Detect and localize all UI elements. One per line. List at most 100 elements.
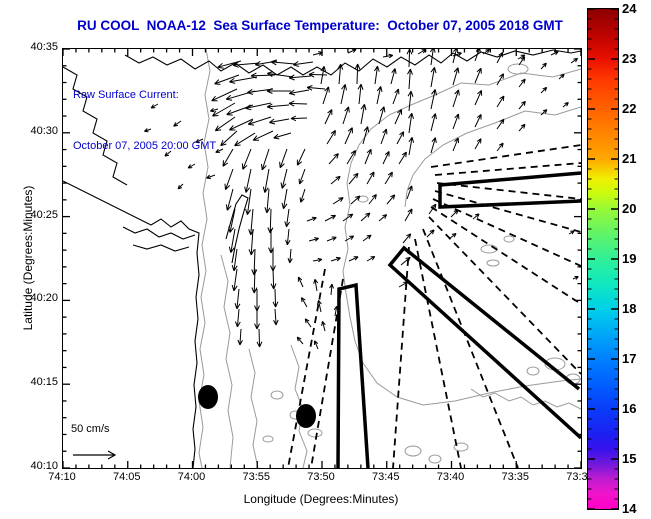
current-vector (268, 229, 274, 254)
bathymetry-loop (357, 195, 369, 203)
current-vector (245, 188, 252, 215)
current-vector (373, 65, 380, 85)
current-vector (540, 86, 548, 94)
current-vector (332, 197, 344, 205)
current-vector (214, 116, 236, 132)
current-vector (326, 129, 336, 145)
bathymetry-loop (507, 63, 529, 75)
bathymetry-loop (453, 442, 469, 452)
current-vector (235, 308, 241, 328)
current-vector (407, 68, 413, 90)
current-vector (313, 340, 319, 350)
colorbar-ticks (588, 8, 618, 510)
current-vector (558, 73, 565, 80)
colorbar-tick-label: 19 (622, 251, 637, 266)
y-tick-label: 40:25 (30, 208, 58, 221)
current-vector (313, 278, 319, 292)
colorbar-tick-label: 22 (622, 101, 637, 116)
current-vector (214, 74, 240, 85)
colorbar-tick-label: 17 (622, 351, 637, 366)
colorbar-tick-label: 15 (622, 451, 637, 466)
current-vector (254, 289, 260, 312)
scale-arrow-label: 50 cm/s (71, 423, 110, 435)
current-vector (452, 49, 459, 64)
current-vector (406, 49, 413, 68)
current-vector (482, 49, 491, 55)
current-vector (252, 130, 274, 141)
current-vector (396, 131, 405, 145)
colorbar-tick-label: 18 (622, 301, 637, 316)
current-vector (322, 86, 330, 105)
current-vector (247, 88, 274, 95)
current-vector (232, 61, 260, 68)
current-vector (312, 257, 323, 263)
current-vector (177, 183, 184, 190)
current-vector (264, 188, 271, 214)
current-vector (450, 209, 459, 218)
bathymetry-contour (404, 106, 581, 208)
current-vector (328, 153, 339, 165)
current-vector (241, 148, 252, 170)
current-vector (144, 128, 152, 133)
current-vector (224, 168, 234, 191)
current-vector (250, 72, 276, 79)
current-vector (281, 188, 288, 209)
current-vector (273, 308, 279, 326)
colorbar-tick-label: 14 (622, 501, 637, 516)
current-vector (408, 137, 415, 156)
y-tick-label: 40:30 (30, 124, 58, 137)
current-vector (472, 213, 480, 220)
current-vector (417, 49, 427, 55)
current-vector (429, 49, 436, 66)
current-vector (360, 104, 367, 125)
map-canvas (63, 49, 581, 468)
x-tick-label: 73:50 (307, 471, 335, 483)
dashed-bearing-line (287, 268, 326, 468)
current-vector (215, 148, 224, 153)
current-vector (324, 214, 336, 222)
current-vector (404, 208, 413, 222)
track-outline (387, 245, 581, 440)
current-vector (354, 63, 361, 85)
current-vector (262, 168, 270, 193)
current-vector (173, 120, 182, 127)
current-vector (279, 148, 288, 169)
current-vector (518, 56, 526, 66)
current-vector (518, 78, 526, 88)
current-vector (342, 213, 354, 222)
y-tick-label: 40:15 (30, 376, 58, 389)
current-vector (150, 103, 159, 109)
map-plot-area: Raw Surface Current: October 07, 2005 20… (62, 48, 582, 469)
current-vector (245, 102, 272, 111)
current-vector (496, 73, 504, 86)
figure-title: RU COOL NOAA-12 Sea Surface Temperature:… (77, 18, 563, 33)
current-vector (362, 126, 370, 145)
track-outline (438, 171, 581, 209)
current-vector (392, 88, 400, 105)
current-vector (220, 130, 238, 147)
current-vector (287, 248, 293, 264)
current-vector (342, 106, 350, 125)
current-annotation: Raw Surface Current: October 07, 2005 20… (73, 53, 216, 189)
y-tick-label: 40:35 (30, 41, 58, 53)
current-vector (206, 174, 216, 179)
current-vector (350, 195, 361, 205)
current-vector (474, 114, 482, 128)
current-vector (348, 172, 359, 185)
current-vector (348, 256, 359, 262)
current-vector (572, 276, 579, 280)
coastline (132, 244, 190, 252)
coastline (124, 49, 581, 76)
current-vector (247, 116, 272, 126)
colorbar-tick-label: 16 (622, 401, 637, 416)
bathymetry-contour (248, 348, 259, 468)
current-vector (296, 336, 304, 345)
scale-arrow (73, 450, 117, 460)
current-vector (386, 194, 396, 205)
current-vector (540, 109, 548, 116)
current-vector (229, 118, 254, 131)
current-vector (347, 49, 357, 54)
current-vector (211, 88, 238, 102)
colorbar-tick-label: 20 (622, 201, 637, 216)
current-vector (330, 175, 341, 185)
